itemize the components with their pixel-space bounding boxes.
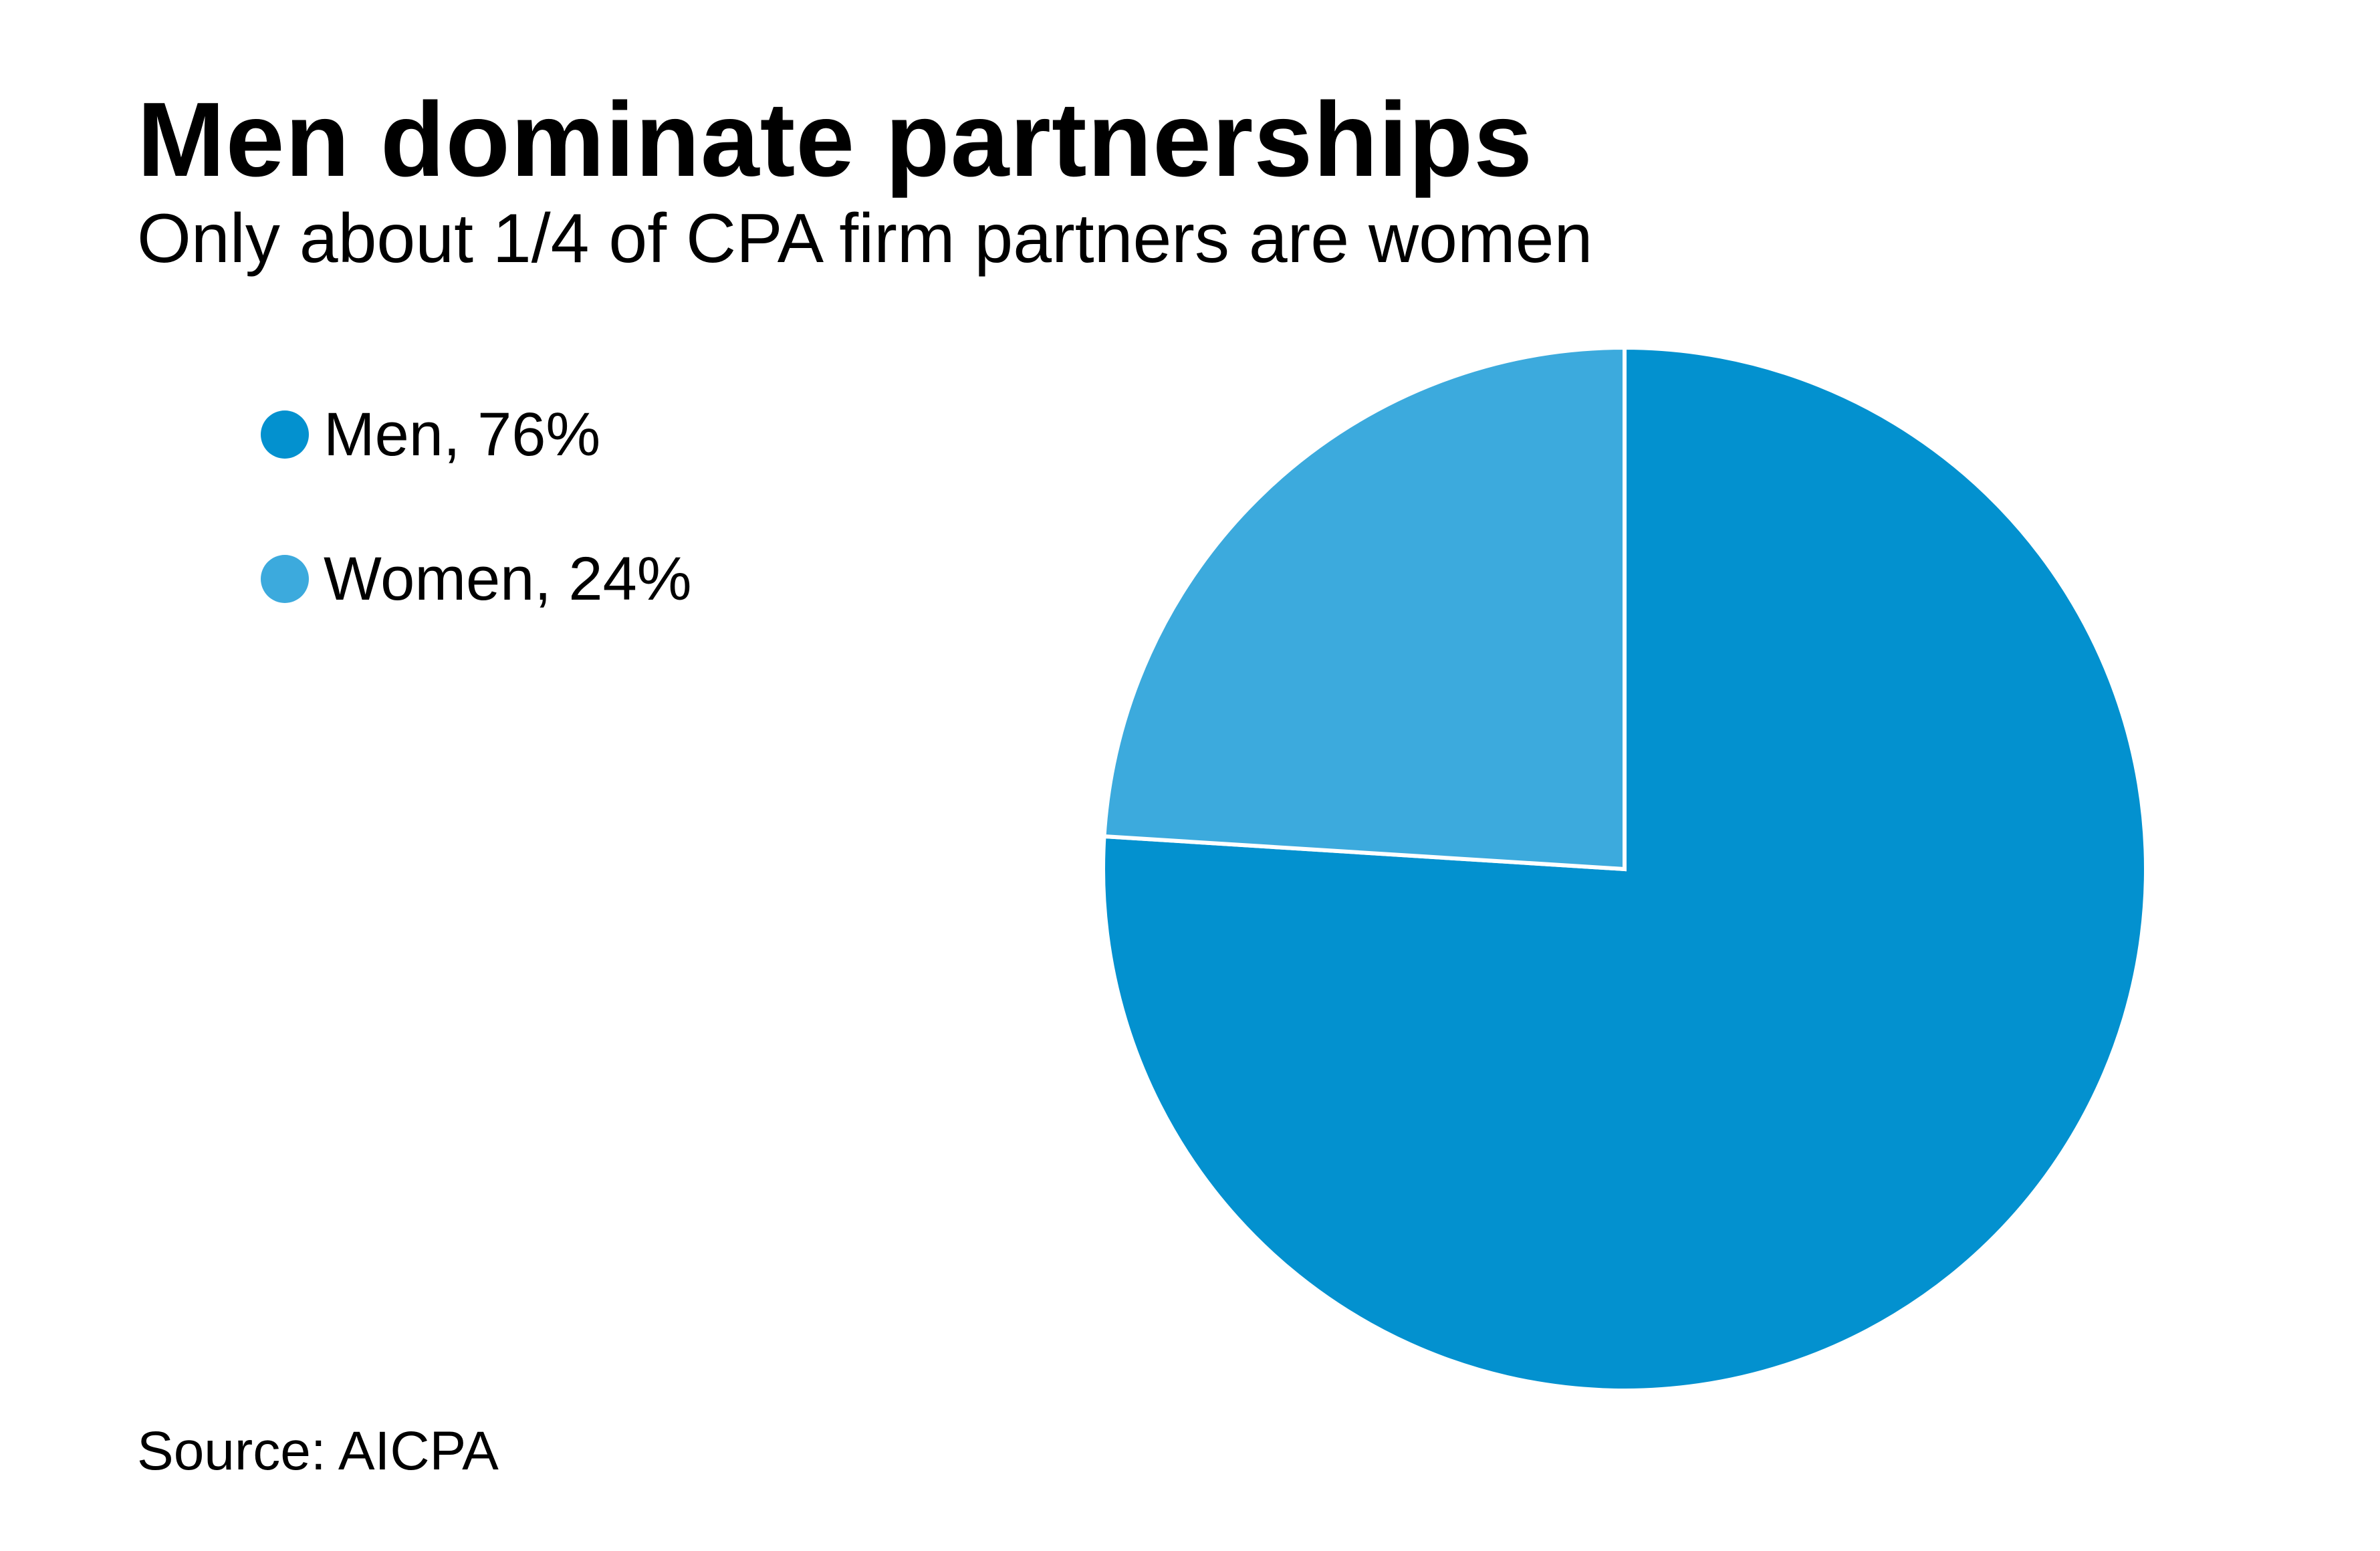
chart-title: Men dominate partnerships bbox=[137, 81, 1534, 199]
legend-swatch-men bbox=[261, 410, 309, 459]
chart-subtitle: Only about 1/4 of CPA firm partners are … bbox=[137, 200, 1593, 277]
legend: Men, 76% Women, 24% bbox=[261, 394, 692, 683]
pie-chart bbox=[1101, 345, 2148, 1393]
pie-slices bbox=[1101, 345, 2148, 1393]
legend-item-men: Men, 76% bbox=[261, 394, 692, 475]
pie-slice-women bbox=[1102, 345, 1627, 872]
legend-label-women: Women, 24% bbox=[324, 545, 692, 613]
legend-item-women: Women, 24% bbox=[261, 539, 692, 619]
source-note: Source: AICPA bbox=[137, 1421, 499, 1481]
legend-label-men: Men, 76% bbox=[324, 400, 601, 469]
legend-swatch-women bbox=[261, 555, 309, 603]
